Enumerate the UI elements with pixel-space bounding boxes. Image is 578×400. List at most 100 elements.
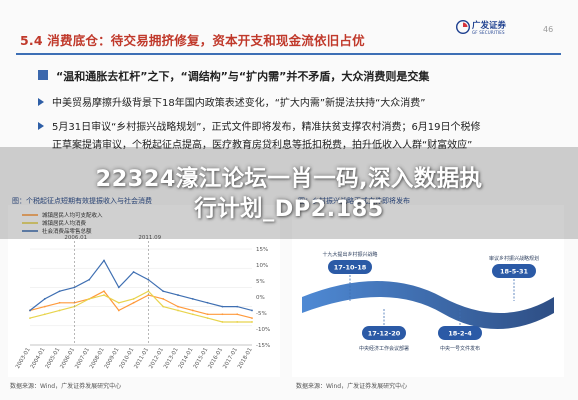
data-point	[236, 305, 239, 308]
data-point	[191, 309, 194, 312]
data-point	[221, 305, 224, 308]
node-date: 18-5-31	[500, 268, 528, 276]
slide-title: 5.4 消费底仓：待交易拥挤修复，资本开支和现金流依旧占优	[20, 33, 365, 48]
sub-bullet-text: 中美贸易摩擦升级背景下18年国内政策表述变化，“扩大内需”新提法扶持“大众消费”	[52, 98, 426, 109]
data-point	[58, 301, 61, 304]
data-point	[117, 301, 120, 304]
overlay-headline: 22324濠江论坛一肖一码,深入数据执 行计划_DP2.185	[0, 164, 578, 224]
annotation-label: 2011.09	[138, 235, 161, 241]
logo-mark-icon	[456, 20, 470, 34]
data-point	[88, 298, 91, 300]
data-point	[206, 317, 209, 320]
data-point	[58, 309, 61, 312]
y-tick-label: -5%	[256, 311, 267, 317]
y-tick-label: -10%	[256, 327, 270, 333]
data-point	[117, 286, 120, 289]
triangle-bullet-icon	[38, 98, 44, 106]
data-point	[29, 317, 31, 320]
timeline-node: 18-2-4 中央一号文件发布	[438, 309, 482, 352]
timeline-node: 17-10-18 十九大提出乡村振兴战略	[322, 251, 378, 301]
sub-bullet: 中美贸易摩擦升级背景下18年国内政策表述变化，“扩大内需”新提法扶持“大众消费”	[38, 94, 425, 109]
data-point	[103, 294, 105, 296]
legend-label: 社会消费品零售总额	[42, 227, 92, 235]
triangle-bullet-icon	[38, 122, 44, 130]
data-point	[43, 313, 46, 316]
timeline-diagram: 17-10-18 十九大提出乡村振兴战略 17-12-20 中央经济工作会议部署 18-…	[292, 205, 564, 377]
data-point	[103, 290, 105, 293]
page-number: 46	[543, 25, 554, 34]
data-point	[162, 298, 165, 300]
square-bullet-icon	[38, 70, 48, 80]
series-line	[29, 290, 253, 319]
legend-label: 城镇居民人均消费	[42, 219, 87, 227]
sub-bullet-text: 5月31日审议“乡村振兴战略规划”，正式文件即将发布，精准扶贫支撑农村消费；6月…	[52, 122, 481, 133]
data-point	[29, 309, 31, 312]
data-point	[251, 309, 253, 312]
y-tick-label: 10%	[256, 263, 268, 269]
annotation-label: 2006.01	[64, 235, 87, 241]
left-chart-caption: 图：个税起征点短期有效提振收入与社会消费	[12, 197, 152, 205]
data-point	[177, 309, 179, 312]
data-point	[221, 313, 224, 316]
timeline-nodes: 17-10-18 十九大提出乡村振兴战略 17-12-20 中央经济工作会议部署 18-…	[322, 251, 539, 352]
chart-annotations: 2006.01 2011.09	[64, 235, 162, 345]
node-description: 十九大提出乡村振兴战略	[322, 251, 377, 258]
sub-bullet-continuation: 正草案提请审议，个税起征点提高，医疗教育房贷利息等抵扣税费，拍升低收入人群“财富…	[38, 136, 472, 151]
y-tick-label: 0%	[256, 295, 265, 301]
data-point	[251, 321, 253, 323]
data-point	[147, 278, 150, 281]
left-chart-source: 数据来源：Wind，广发证券发展研究中心	[10, 383, 122, 390]
data-point	[132, 298, 135, 300]
right-chart-caption: 图：乡村振兴战略正式文件即将发布	[298, 197, 410, 205]
data-point	[132, 271, 135, 273]
node-date: 17-12-20	[368, 330, 401, 338]
node-pill	[362, 326, 406, 340]
timeline-node: 17-12-20 中央经济工作会议部署	[359, 309, 409, 352]
data-point	[221, 321, 224, 323]
node-description: 中央一号文件发布	[440, 345, 480, 352]
data-point	[43, 305, 46, 308]
data-point	[236, 321, 239, 323]
right-chart-source: 数据来源：Wind，广发证券发展研究中心	[296, 383, 408, 390]
series-line	[29, 290, 252, 323]
data-point	[177, 305, 179, 308]
y-tick-label: 5%	[256, 279, 265, 285]
legend-label: 城镇居民人均可支配收入	[42, 211, 103, 219]
data-point	[191, 298, 194, 300]
overlay-line-1: 22324濠江论坛一肖一码,深入数据执	[95, 166, 483, 192]
sub-bullet: 5月31日审议“乡村振兴战略规划”，正式文件即将发布，精准扶贫支撑农村消费；6月…	[38, 118, 481, 133]
logo-name-en: GF SECURITIES	[472, 30, 505, 35]
chart-series-group	[29, 259, 253, 323]
data-point	[162, 305, 165, 308]
node-pill	[328, 260, 372, 274]
data-point	[73, 286, 76, 289]
data-point	[132, 301, 135, 304]
data-point	[162, 290, 165, 293]
node-pill	[492, 264, 536, 278]
timeline-ribbon	[302, 281, 554, 329]
sub-bullet-text: 正草案提请审议，个税起征点提高，医疗教育房贷利息等抵扣税费，拍升低收入人群“财富…	[52, 140, 473, 151]
data-point	[117, 309, 120, 312]
node-date: 18-2-4	[448, 330, 472, 338]
data-point	[147, 294, 150, 296]
overlay-banner	[0, 147, 578, 239]
data-point	[147, 290, 150, 293]
main-bullet-text: “温和通胀去杠杆”之下，“调结构”与“扩内需”并不矛盾，大众消费则是交集	[56, 70, 430, 83]
data-point	[43, 298, 46, 300]
header-divider	[16, 53, 561, 55]
company-logo: 广发证券 GF SECURITIES	[456, 18, 520, 40]
chart-background	[8, 205, 280, 377]
node-date: 17-10-18	[334, 264, 367, 272]
node-description: 中央经济工作会议部署	[359, 345, 409, 352]
series-line	[29, 259, 253, 311]
data-point	[177, 294, 179, 296]
node-description: 审议乡村振兴战略规划	[489, 255, 539, 262]
overlay-line-2: 行计划_DP2.185	[194, 196, 384, 222]
data-point	[191, 313, 194, 316]
y-tick-label: -15%	[256, 343, 270, 349]
logo-name-cn: 广发证券	[472, 21, 507, 31]
y-axis-ticks: 15% 10% 5% 0% -5% -10% -15%	[256, 247, 270, 349]
